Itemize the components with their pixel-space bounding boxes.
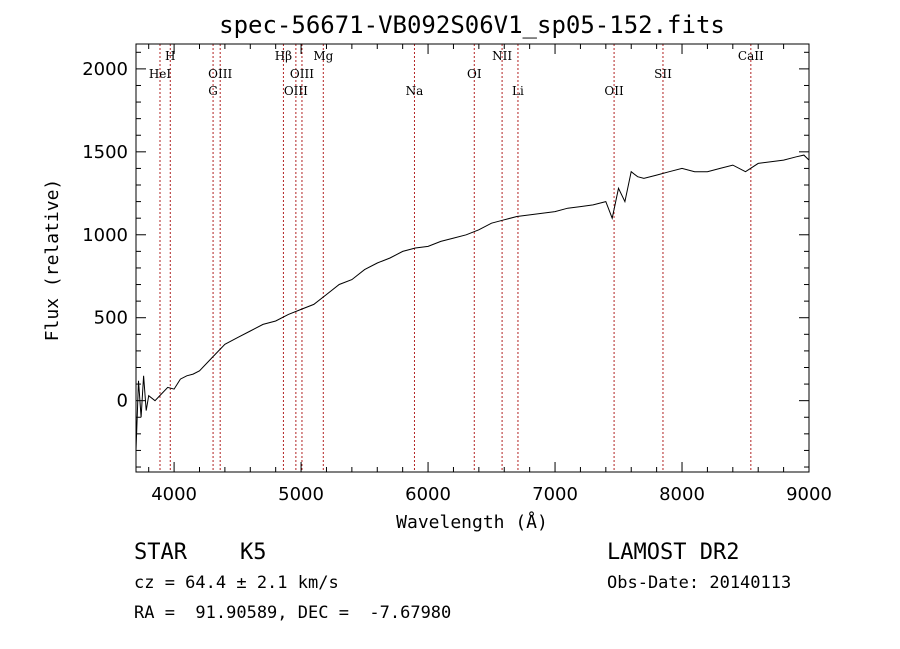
y-tick-label: 1000 [82,225,128,246]
y-tick-label: 2000 [82,59,128,80]
marker-label-12: OII [604,84,624,98]
redshift-velocity: cz = 64.4 ± 2.1 km/s [134,573,339,593]
y-tick-label: 500 [94,308,128,329]
marker-label-9: OI [467,67,482,81]
marker-label-5: OIII [290,67,314,81]
marker-label-14: CaII [738,49,764,63]
x-tick-label: 8000 [659,484,705,505]
marker-label-10: NII [492,49,512,63]
y-axis-ticks: 0 500 1000 1500 2000 [82,51,809,468]
x-tick-label: 7000 [532,484,578,505]
spectral-line-labels: H HeI OIII G Hβ OIII OIII Mg Na OI NII Li OII SII CaII [149,49,764,98]
x-tick-label: 5000 [278,484,324,505]
y-tick-label: 0 [117,391,128,412]
marker-label-13: SII [654,67,672,81]
marker-label-3: G [208,84,218,98]
marker-label-7: Mg [313,49,333,63]
object-type: STAR [134,540,187,565]
marker-label-6: OIII [284,84,308,98]
marker-label-11: Li [512,84,524,98]
spectrum-series-line [135,154,810,451]
marker-label-1: HeI [149,67,172,81]
marker-label-0: H [165,49,175,63]
y-axis-label: Flux (relative) [42,179,63,342]
spectral-line-markers [159,44,752,472]
x-axis-label: Wavelength (Å) [396,511,548,533]
chart-title: spec-56671-VB092S06V1_sp05-152.fits [219,11,725,39]
marker-label-4: Hβ [275,49,292,63]
x-tick-label: 4000 [151,484,197,505]
observation-date: Obs-Date: 20140113 [607,573,792,593]
x-axis-ticks: 4000 5000 6000 7000 8000 9000 [148,44,832,505]
survey-name: LAMOST DR2 [607,540,740,565]
plot-frame [135,43,810,473]
marker-label-8: Na [406,84,424,98]
marker-label-2: OIII [208,67,232,81]
x-tick-label: 6000 [405,484,451,505]
x-tick-label: 9000 [786,484,832,505]
spectral-subclass: K5 [240,540,267,565]
sky-coordinates: RA = 91.90589, DEC = -7.67980 [134,603,452,623]
y-tick-label: 1500 [82,142,128,163]
